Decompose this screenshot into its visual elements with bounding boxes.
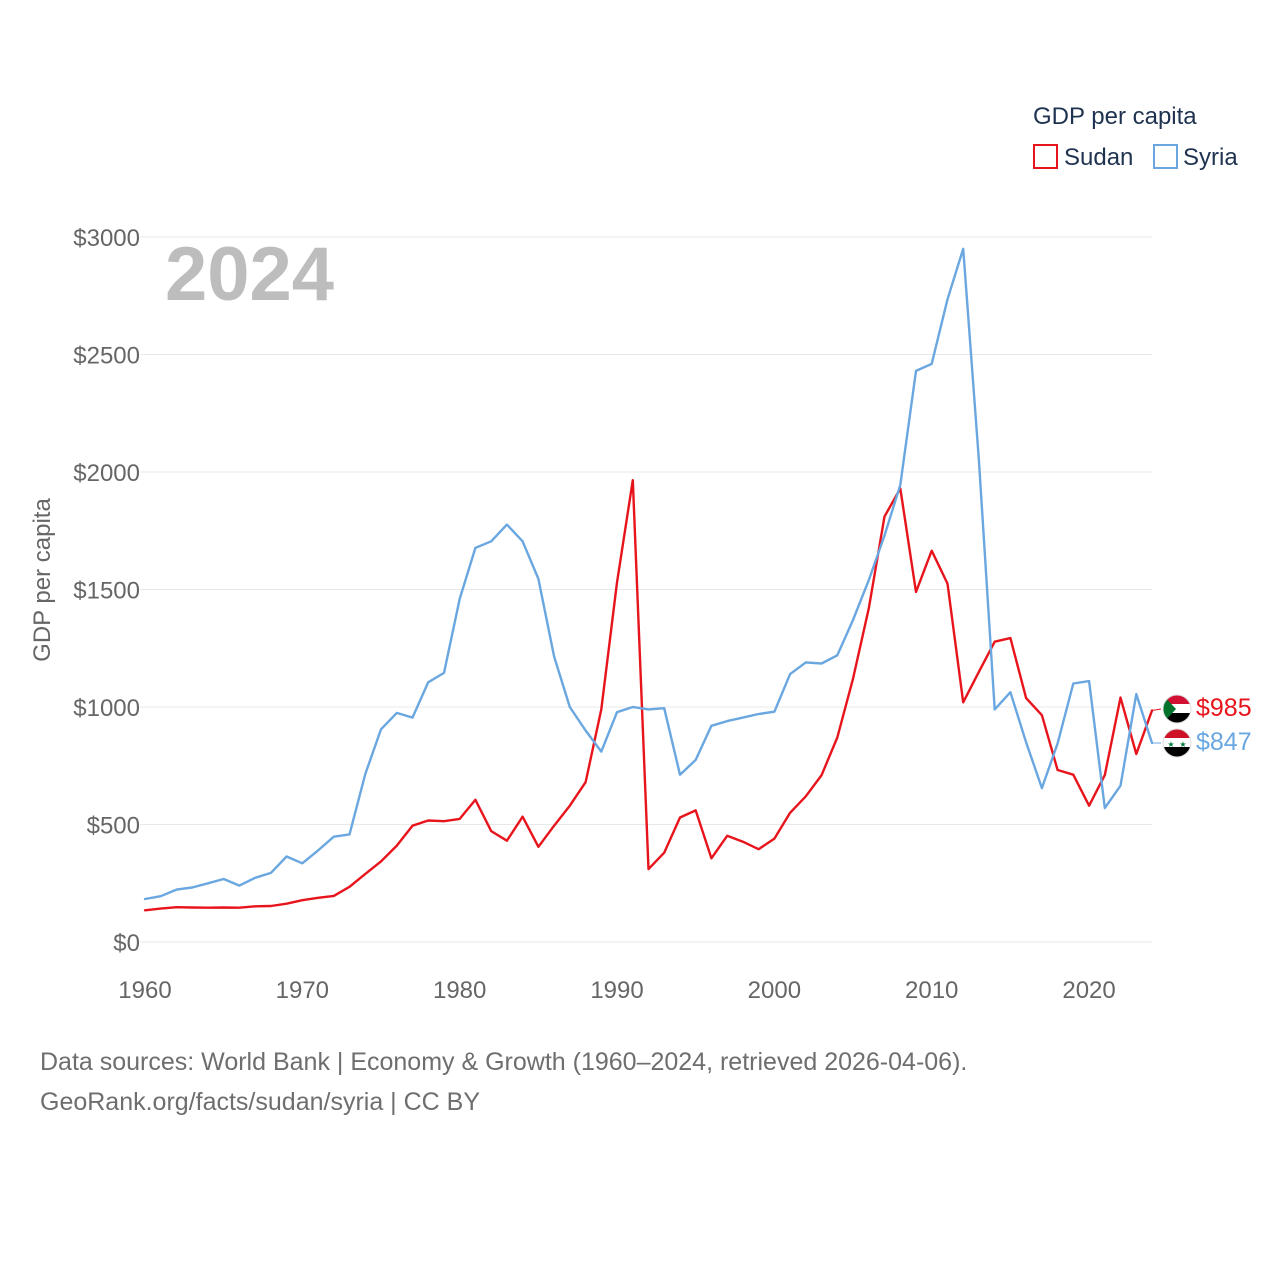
source-note: Data sources: World Bank | Economy & Gro… [40,1042,967,1122]
series-lines [143,247,1162,912]
x-tick-label: 1980 [433,977,486,1004]
syria-flag-icon: ★ ★ [1162,728,1192,758]
y-tick-label: $3000 [73,225,140,252]
x-tick-label: 2000 [748,977,801,1004]
y-tick-label: $1500 [73,578,140,605]
legend-item-syria[interactable]: Syria [1153,144,1238,171]
legend-label-syria: Syria [1183,144,1238,171]
source-line-1: Data sources: World Bank | Economy & Gro… [40,1048,968,1076]
legend[interactable]: GDP per capita Sudan Syria [1033,103,1238,171]
x-tick-label: 2010 [905,977,958,1004]
y-tick-label: $2500 [73,343,140,370]
legend-label-sudan: Sudan [1064,144,1133,171]
x-tick-label: 2020 [1062,977,1115,1004]
series-line-sudan[interactable] [143,479,1154,912]
legend-item-sudan[interactable]: Sudan [1033,144,1133,171]
y-axis-ticks: $0 $500 $1000 $1500 $2000 $2500 $3000 [73,225,140,957]
legend-swatch-sudan [1033,144,1058,169]
svg-text:★: ★ [1179,740,1186,749]
y-tick-label: $1000 [73,695,140,722]
x-tick-label: 1960 [118,977,171,1004]
gdp-line-chart: $0 $500 $1000 $1500 $2000 $2500 $3000 1960 1970… [29,103,1252,1004]
y-tick-label: $500 [87,813,140,840]
source-line-2[interactable]: GeoRank.org/facts/sudan/syria | CC BY [40,1088,481,1116]
end-value-sudan: $985 [1196,694,1252,722]
year-label: 2024 [165,232,334,317]
y-axis-title: GDP per capita [29,498,56,662]
legend-title: GDP per capita [1033,103,1197,130]
gridlines [140,236,1152,943]
end-connector-sudan [1151,708,1162,712]
x-tick-label: 1970 [276,977,329,1004]
y-tick-label: $0 [113,930,140,957]
legend-swatch-syria [1153,144,1178,169]
x-axis-ticks: 1960 1970 1980 1990 2000 2010 2020 [118,977,1115,1004]
x-tick-label: 1990 [590,977,643,1004]
sudan-flag-icon [1162,694,1192,724]
series-line-syria[interactable] [143,247,1154,901]
end-value-syria: $847 [1196,728,1252,756]
svg-text:★: ★ [1167,740,1174,749]
y-tick-label: $2000 [73,460,140,487]
